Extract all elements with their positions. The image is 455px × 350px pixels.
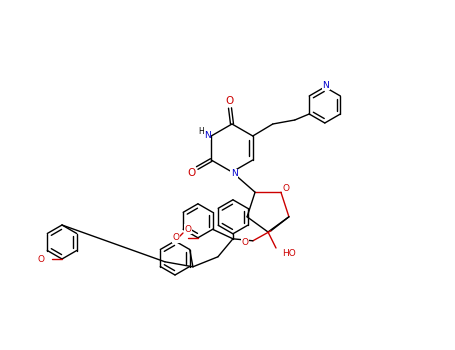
Text: N: N xyxy=(231,169,238,178)
Text: O: O xyxy=(173,233,180,242)
Text: N: N xyxy=(204,131,211,140)
Text: O: O xyxy=(187,168,195,178)
Text: N: N xyxy=(323,80,329,90)
Text: H: H xyxy=(198,126,204,135)
Text: O: O xyxy=(37,254,44,264)
Text: O: O xyxy=(184,224,192,233)
Text: O: O xyxy=(242,238,249,247)
Text: O: O xyxy=(226,96,234,106)
Text: HO: HO xyxy=(282,250,296,259)
Text: O: O xyxy=(283,184,289,193)
